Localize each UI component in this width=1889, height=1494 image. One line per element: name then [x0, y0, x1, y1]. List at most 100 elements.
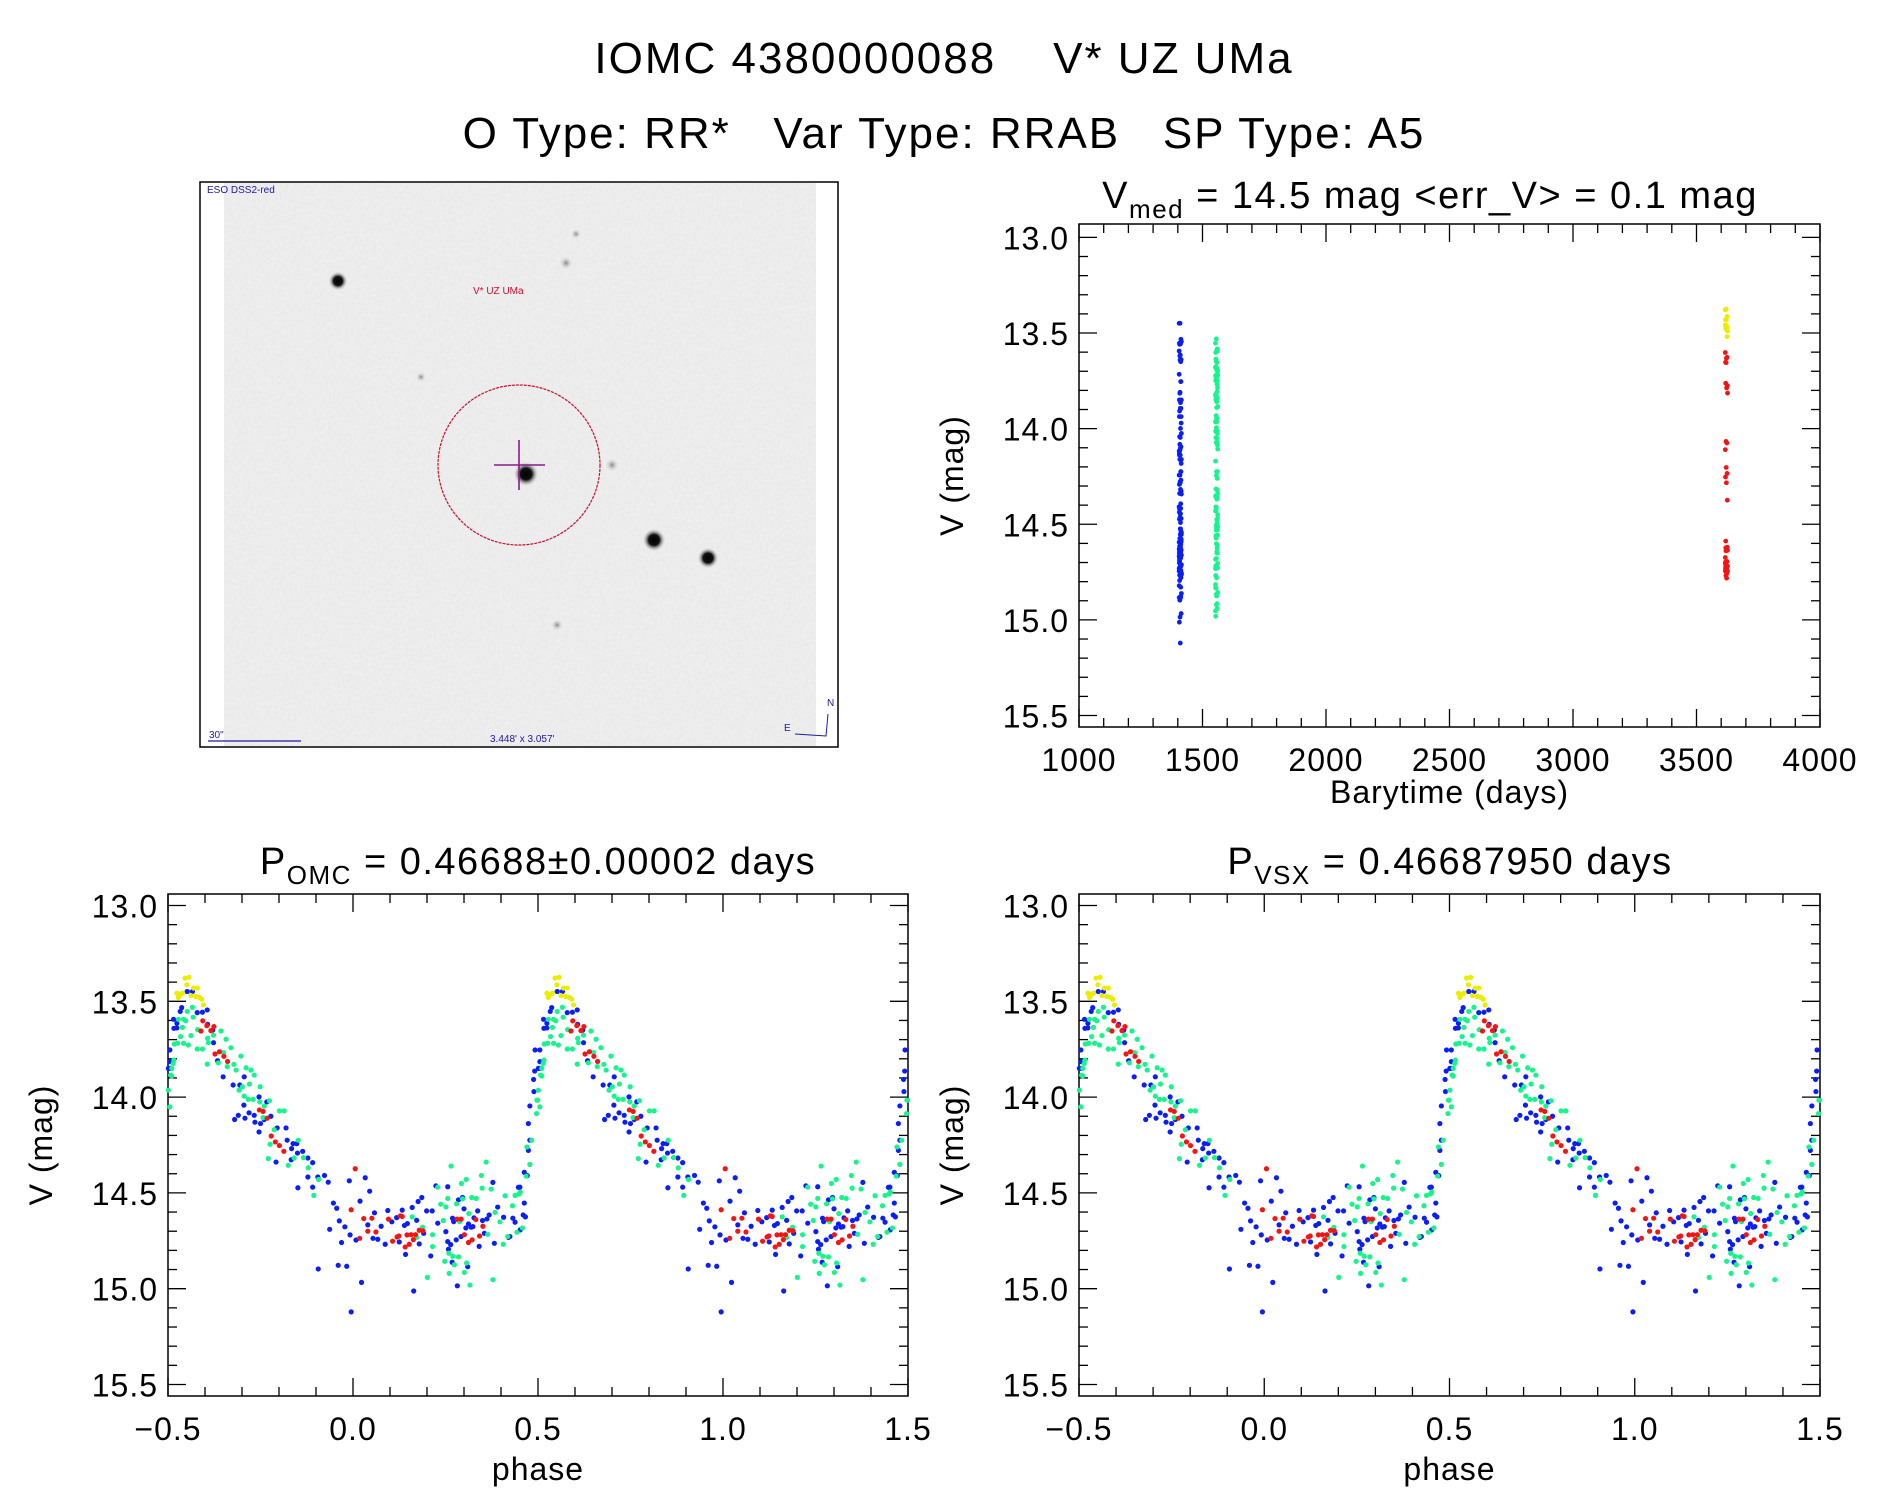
data-point-green [1213, 458, 1218, 464]
data-point-green [238, 1053, 244, 1059]
y-tick-label: 13.5 [1003, 984, 1069, 1020]
data-point-green [547, 1033, 554, 1040]
data-point-green [271, 1127, 277, 1133]
data-point-blue [621, 1112, 627, 1118]
x-tick-label: 0.5 [514, 1411, 561, 1447]
data-point-blue [1528, 1110, 1534, 1116]
data-point-blue [815, 1184, 821, 1190]
data-point-green [1156, 1096, 1162, 1102]
target-circle [437, 384, 601, 546]
data-point-green [311, 1192, 317, 1198]
data-point-blue [1146, 1112, 1152, 1118]
data-point-green [1216, 1165, 1223, 1171]
data-point-green [265, 1156, 271, 1162]
data-point-red [402, 1244, 408, 1250]
data-point-blue [1492, 1040, 1498, 1046]
data-point-green [837, 1282, 843, 1288]
data-point-green [1213, 373, 1218, 379]
data-point-blue [1356, 1184, 1362, 1190]
data-point-blue [1245, 1205, 1251, 1211]
data-point-red [1724, 470, 1730, 476]
data-point-blue [521, 1200, 527, 1206]
data-point-blue [653, 1125, 659, 1131]
data-point-blue [325, 1179, 331, 1185]
data-point-red [824, 1216, 830, 1222]
data-point-green [1403, 1209, 1410, 1216]
data-point-green [808, 1201, 814, 1207]
data-point-green [466, 1210, 472, 1217]
data-point-yellow [1090, 990, 1097, 996]
data-point-blue [532, 1047, 538, 1053]
data-point-yellow [558, 992, 564, 999]
data-point-blue [849, 1217, 856, 1224]
data-point-blue [1247, 1218, 1254, 1224]
data-point-blue [1178, 520, 1183, 525]
data-point-blue [1177, 640, 1183, 646]
data-point-blue [1576, 1185, 1583, 1191]
data-point-blue [1523, 1115, 1530, 1121]
data-point-green [266, 1098, 272, 1104]
data-point-green [1724, 1258, 1730, 1264]
data-point-blue [870, 1214, 877, 1220]
data-point-red [1723, 538, 1729, 544]
data-point-red [1485, 1023, 1492, 1029]
data-point-green [1558, 1108, 1564, 1114]
data-point-green [1748, 1210, 1754, 1217]
data-point-green [1149, 1053, 1155, 1059]
data-point-green [1177, 1098, 1184, 1104]
data-point-green [1563, 1108, 1569, 1114]
data-point-red [1307, 1233, 1313, 1239]
data-point-blue [1794, 1219, 1800, 1225]
data-point-green [1553, 1127, 1559, 1133]
data-point-blue [1221, 1160, 1227, 1166]
data-point-blue [717, 1232, 723, 1238]
data-point-blue [1581, 1148, 1587, 1154]
data-point-blue [1366, 1283, 1372, 1289]
data-point-green [1080, 1065, 1086, 1071]
data-point-green [1728, 1270, 1734, 1276]
data-point-green [829, 1196, 836, 1202]
data-point-green [1363, 1262, 1369, 1268]
data-point-green [246, 1081, 252, 1087]
data-point-red [1678, 1233, 1684, 1239]
data-point-blue [365, 1222, 371, 1228]
data-point-blue [334, 1205, 340, 1211]
data-point-green [815, 1195, 821, 1202]
data-point-green [1770, 1186, 1776, 1192]
data-point-green [1396, 1231, 1402, 1237]
data-point-yellow [186, 974, 192, 980]
data-point-red [1684, 1244, 1690, 1250]
data-point-green [1533, 1072, 1539, 1078]
data-point-red [772, 1244, 778, 1250]
data-point-blue [1178, 414, 1184, 419]
phase_vsx-plot: −0.5 0.0 0.5 1.0 1.5 13.0 13.5 14.0 14.5 15.0 15.5… [934, 888, 1843, 1487]
data-point-blue [1437, 1120, 1443, 1127]
data-point-green [479, 1185, 485, 1191]
data-point-green [627, 1099, 633, 1105]
data-point-green [1548, 1098, 1554, 1104]
data-point-blue [1314, 1251, 1320, 1258]
data-point-blue [1242, 1200, 1248, 1206]
data-point-red [1127, 1049, 1134, 1055]
data-point-red [735, 1228, 741, 1234]
data-point-red [739, 1215, 745, 1221]
data-point-green [1592, 1192, 1599, 1198]
data-point-blue [1572, 1141, 1578, 1147]
data-point-blue [1709, 1253, 1716, 1259]
data-point-red [1369, 1216, 1376, 1222]
data-point-red [420, 1228, 426, 1234]
data-point-green [535, 1087, 541, 1093]
data-point-blue [470, 1224, 476, 1230]
data-point-green [473, 1195, 479, 1202]
data-point-red [1123, 1051, 1129, 1057]
data-point-blue [1586, 1155, 1593, 1161]
data-point-red [1723, 559, 1728, 565]
data-point-green [665, 1137, 671, 1143]
data-point-green [442, 1258, 448, 1264]
data-point-green [189, 1004, 196, 1010]
x-tick-label: 4000 [1782, 742, 1857, 778]
data-point-blue [1178, 469, 1184, 475]
data-point-blue [1095, 988, 1101, 995]
data-point-blue [891, 1200, 897, 1206]
data-point-green [1357, 1250, 1363, 1256]
